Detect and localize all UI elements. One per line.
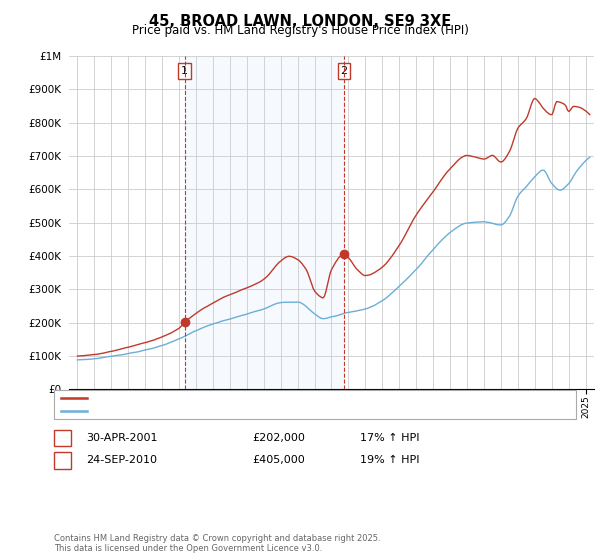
Text: 30-APR-2001: 30-APR-2001 bbox=[86, 433, 157, 443]
Text: 2: 2 bbox=[59, 455, 66, 465]
Text: HPI: Average price, semi-detached house, Greenwich: HPI: Average price, semi-detached house,… bbox=[91, 406, 356, 416]
Text: 1: 1 bbox=[59, 433, 66, 443]
Text: 1: 1 bbox=[181, 66, 188, 76]
Text: 45, BROAD LAWN, LONDON, SE9 3XE: 45, BROAD LAWN, LONDON, SE9 3XE bbox=[149, 14, 451, 29]
Text: Price paid vs. HM Land Registry's House Price Index (HPI): Price paid vs. HM Land Registry's House … bbox=[131, 24, 469, 36]
Bar bbox=[185, 56, 344, 389]
Text: Contains HM Land Registry data © Crown copyright and database right 2025.
This d: Contains HM Land Registry data © Crown c… bbox=[54, 534, 380, 553]
Text: 2: 2 bbox=[340, 66, 347, 76]
Text: 19% ↑ HPI: 19% ↑ HPI bbox=[360, 455, 419, 465]
Text: £202,000: £202,000 bbox=[252, 433, 305, 443]
Text: 45, BROAD LAWN, LONDON, SE9 3XE (semi-detached house): 45, BROAD LAWN, LONDON, SE9 3XE (semi-de… bbox=[91, 393, 394, 403]
Text: 17% ↑ HPI: 17% ↑ HPI bbox=[360, 433, 419, 443]
Text: 24-SEP-2010: 24-SEP-2010 bbox=[86, 455, 157, 465]
Text: £405,000: £405,000 bbox=[252, 455, 305, 465]
